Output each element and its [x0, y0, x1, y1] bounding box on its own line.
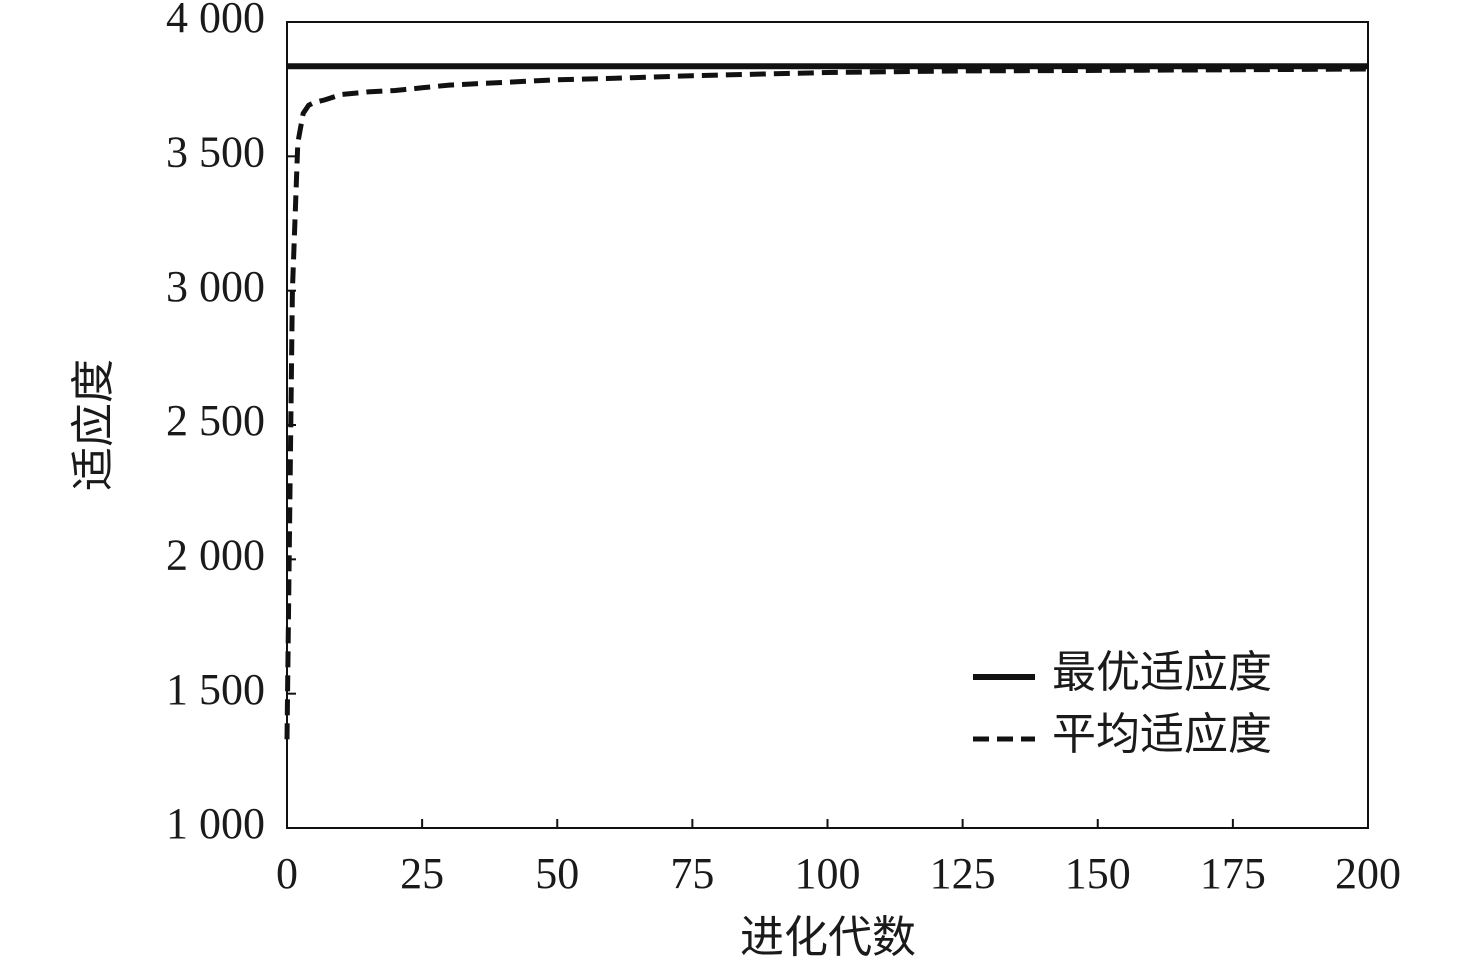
y-tick-label: 3 000: [166, 262, 265, 311]
x-tick-label: 175: [1200, 849, 1266, 898]
x-tick-label: 200: [1335, 849, 1401, 898]
x-tick-label: 100: [795, 849, 861, 898]
x-tick-label: 150: [1065, 849, 1131, 898]
x-tick-label: 75: [670, 849, 714, 898]
y-tick-label: 1 000: [166, 799, 265, 848]
plot-frame: [286, 21, 1369, 829]
x-tick-label: 125: [930, 849, 996, 898]
series-line: [284, 66, 1369, 740]
legend-label: 平均适应度: [1052, 710, 1272, 759]
y-tick-label: 4 000: [166, 0, 265, 42]
legend-label: 最优适应度: [1052, 648, 1272, 697]
x-axis-label: 进化代数: [740, 913, 916, 962]
x-tick-label: 0: [276, 849, 298, 898]
x-tick-label: 50: [535, 849, 579, 898]
y-tick-label: 2 500: [166, 396, 265, 445]
x-tick-label: 25: [400, 849, 444, 898]
y-tick-label: 1 500: [166, 665, 265, 714]
y-tick-label: 2 000: [166, 530, 265, 579]
y-tick-label: 3 500: [166, 127, 265, 176]
y-axis-label: 适应度: [69, 359, 118, 491]
